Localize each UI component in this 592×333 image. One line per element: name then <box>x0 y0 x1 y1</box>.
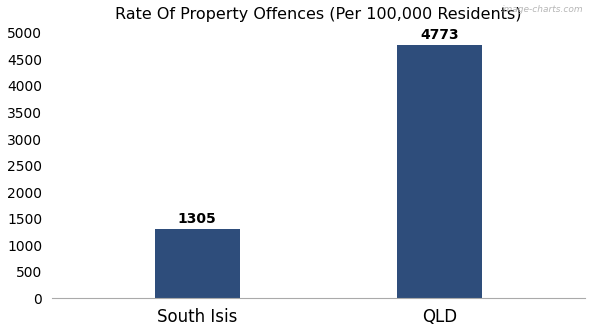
Bar <box>155 229 240 298</box>
Text: 1305: 1305 <box>178 212 217 226</box>
Title: Rate Of Property Offences (Per 100,000 Residents): Rate Of Property Offences (Per 100,000 R… <box>115 7 522 22</box>
Text: image-charts.com: image-charts.com <box>501 5 583 14</box>
Text: 4773: 4773 <box>420 28 459 42</box>
Bar <box>397 45 482 298</box>
